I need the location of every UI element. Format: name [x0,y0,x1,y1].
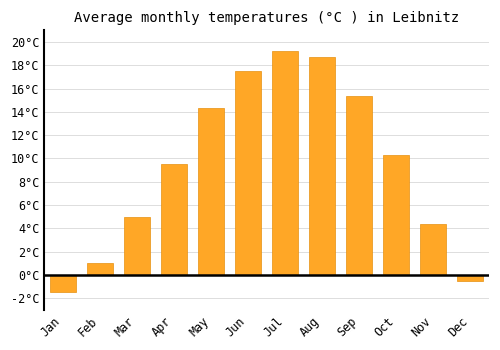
Bar [235,71,261,275]
Bar [310,57,335,275]
Bar [50,275,76,292]
Bar [124,217,150,275]
Bar [87,263,113,275]
Bar [198,108,224,275]
Bar [161,164,187,275]
Bar [420,224,446,275]
Bar [384,155,409,275]
Bar [272,51,298,275]
Bar [346,96,372,275]
Bar [458,275,483,281]
Title: Average monthly temperatures (°C ) in Leibnitz: Average monthly temperatures (°C ) in Le… [74,11,460,25]
